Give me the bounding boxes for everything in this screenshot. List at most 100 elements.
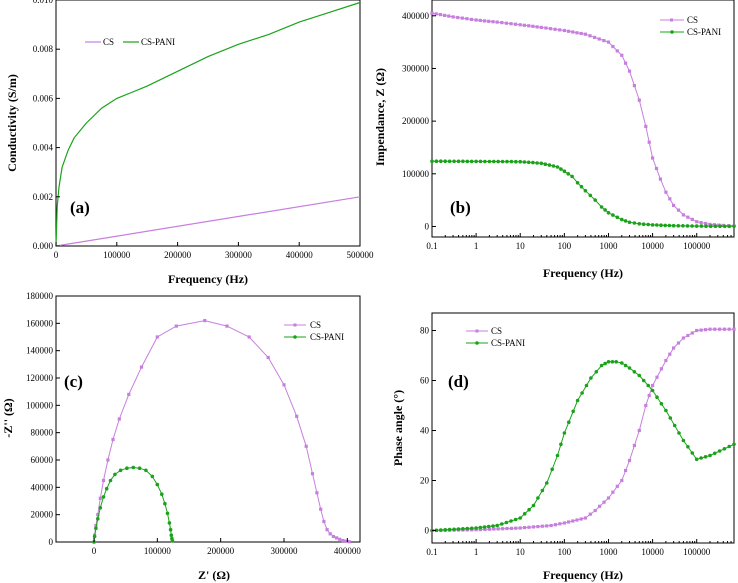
series-cs-b-point <box>474 18 478 22</box>
y-tick-label-b: 100000 <box>402 169 430 179</box>
series-cs-c-point <box>174 324 178 328</box>
series-cspani-d-point <box>708 453 712 458</box>
series-group-b <box>430 11 736 229</box>
series-cs-d-point <box>695 328 699 333</box>
series-cs-b-point <box>704 221 708 226</box>
series-cs-b-point <box>637 98 641 102</box>
series-cspani-b-point <box>456 159 461 164</box>
series-cs-b-point <box>548 27 553 31</box>
series-cspani-c-point <box>96 517 100 521</box>
series-cspani-d-point <box>452 527 456 532</box>
series-cspani-b-point <box>575 181 580 185</box>
series-cspani-b-point <box>588 193 593 198</box>
series-cs-d-point <box>505 526 509 531</box>
series-cs-c-point <box>347 540 351 544</box>
series-cs-b-point <box>518 23 522 27</box>
y-tick-label-b: 0 <box>425 221 430 231</box>
series-cs-d-point <box>602 500 606 504</box>
y-tick-label-c: 0 <box>49 537 54 547</box>
plot-frame-c <box>55 295 361 543</box>
series-cs-c-point <box>328 532 332 536</box>
series-cspani-b-point <box>611 213 615 217</box>
series-cspani-d-point <box>495 523 500 528</box>
series-cspani-d-point <box>690 451 695 455</box>
series-cs-d-point <box>579 517 583 521</box>
series-cs-b-point <box>593 35 597 39</box>
series-cspani-d-point <box>491 524 495 528</box>
series-cspani-d-point <box>562 431 567 435</box>
series-cspani-b-point <box>606 211 611 215</box>
y-tick-label-a: 0.006 <box>33 93 54 103</box>
series-cs-d-point <box>722 327 726 331</box>
series-cspani-b-point <box>496 159 501 164</box>
x-tick-label-d: 10000 <box>641 547 664 557</box>
series-cs-c-point <box>96 513 100 517</box>
series-cspani-b-point <box>655 223 659 227</box>
series-cspani-d-point <box>668 416 673 420</box>
series-cspani-d-point <box>620 361 624 365</box>
series-cs-b-point <box>583 32 587 36</box>
series-cspani-b-point <box>676 224 681 228</box>
y-tick-label-c: 160000 <box>26 318 54 328</box>
series-cs-b-point <box>708 222 712 226</box>
series-cs-b-point <box>597 37 601 41</box>
series-cspani-c-point <box>144 468 148 473</box>
series-cspani-d-point <box>461 527 465 531</box>
series-cs-c-point <box>282 383 286 387</box>
series-cspani-b-point <box>514 159 518 164</box>
series-cspani-b-point <box>469 159 474 164</box>
series-cs-d-point <box>527 525 531 529</box>
series-cs-d-point <box>637 428 641 433</box>
series-cs-b-point <box>664 190 668 194</box>
series-cs-b-point <box>451 15 455 19</box>
series-cs-d-point <box>611 490 615 494</box>
x-tick-label-c: 100000 <box>144 546 172 556</box>
y-tick-label-c: 80000 <box>31 428 54 438</box>
series-cs-b-point <box>553 27 557 31</box>
series-cs-b-point <box>654 166 659 171</box>
series-cspani-b-point <box>727 224 732 229</box>
series-cspani-c-point <box>98 506 103 510</box>
series-cspani-b-point <box>483 159 487 164</box>
series-group-a <box>55 1 361 247</box>
series-cspani-d-point <box>580 391 584 395</box>
series-cspani-d-point <box>513 517 518 522</box>
series-cspani-c-point <box>113 472 117 477</box>
series-cspani-d-point <box>522 512 527 516</box>
series-cspani-d-point <box>594 370 599 374</box>
series-cs-d-point <box>606 496 611 500</box>
x-axis-label-c: Z' (Ω) <box>198 568 230 582</box>
x-axis-label-d: Frequency (Hz) <box>543 568 623 582</box>
x-tick-label-b: 1 <box>474 241 479 251</box>
legend-text-cspani-d: CS-PANI <box>491 338 525 348</box>
legend-marker-cs-c <box>293 323 297 327</box>
series-cs-b-point <box>681 213 685 217</box>
series-cspani-b-point <box>452 159 456 164</box>
x-tick-label-a: 500000 <box>347 250 375 260</box>
series-cspani-b-point <box>646 222 650 227</box>
y-axis-label-d: Phase angle (°) <box>391 390 405 466</box>
series-cspani-d-point <box>559 442 563 447</box>
series-cspani-d-point <box>504 520 509 525</box>
series-cs-b-point <box>460 16 464 20</box>
series-cs-b-point <box>456 15 460 20</box>
series-cspani-b-point <box>465 159 470 164</box>
series-cs-b-point <box>712 223 716 227</box>
panel-label-d: (d) <box>448 372 469 391</box>
x-tick-label-a: 400000 <box>286 250 314 260</box>
series-group-c <box>92 319 351 544</box>
series-cs-d-point <box>549 523 553 528</box>
legend-text-cspani-c: CS-PANI <box>310 332 344 342</box>
y-tick-label-c: 180000 <box>26 291 54 301</box>
series-cspani-c-point <box>168 527 173 532</box>
series-cs-b-point <box>487 19 491 23</box>
series-cs-b-point <box>443 13 447 17</box>
y-tick-label-a: 0.000 <box>33 241 54 251</box>
x-tick-label-d: 100000 <box>683 547 711 557</box>
y-axis-label-b: Impendance, Z (Ω) <box>373 68 387 166</box>
series-cs-c-point <box>341 539 345 543</box>
y-tick-label-c: 140000 <box>26 346 54 356</box>
x-tick-label-c: 200000 <box>207 546 235 556</box>
legend-text-cspani-b: CS-PANI <box>687 27 721 37</box>
series-cspani-b-point <box>562 169 567 173</box>
